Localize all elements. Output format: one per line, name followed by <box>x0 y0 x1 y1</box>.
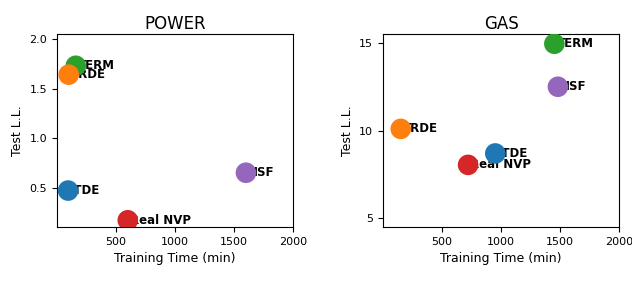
Title: POWER: POWER <box>144 14 206 33</box>
Y-axis label: Test L.L.: Test L.L. <box>341 105 354 156</box>
Point <box>71 64 81 68</box>
Title: GAS: GAS <box>484 14 519 33</box>
Text: TRDE: TRDE <box>71 68 106 81</box>
Text: Real NVP: Real NVP <box>130 214 191 227</box>
Point <box>553 84 563 89</box>
Point <box>123 218 133 223</box>
Point <box>549 41 559 46</box>
Text: ITDE: ITDE <box>70 184 100 197</box>
Text: TERM: TERM <box>78 59 115 72</box>
Point <box>490 151 501 156</box>
Text: Real NVP: Real NVP <box>470 158 532 171</box>
Point <box>241 170 251 175</box>
Y-axis label: Test L.L.: Test L.L. <box>11 105 24 156</box>
X-axis label: Training Time (min): Training Time (min) <box>441 252 562 266</box>
Text: TRDE: TRDE <box>403 122 438 135</box>
Point <box>63 188 73 193</box>
Point <box>463 163 473 167</box>
Text: TERM: TERM <box>557 37 593 50</box>
Text: NSF: NSF <box>248 166 274 179</box>
Point <box>396 127 406 131</box>
Point <box>64 72 74 77</box>
Text: NSF: NSF <box>560 80 586 93</box>
X-axis label: Training Time (min): Training Time (min) <box>114 252 236 266</box>
Text: ITDE: ITDE <box>497 147 528 160</box>
